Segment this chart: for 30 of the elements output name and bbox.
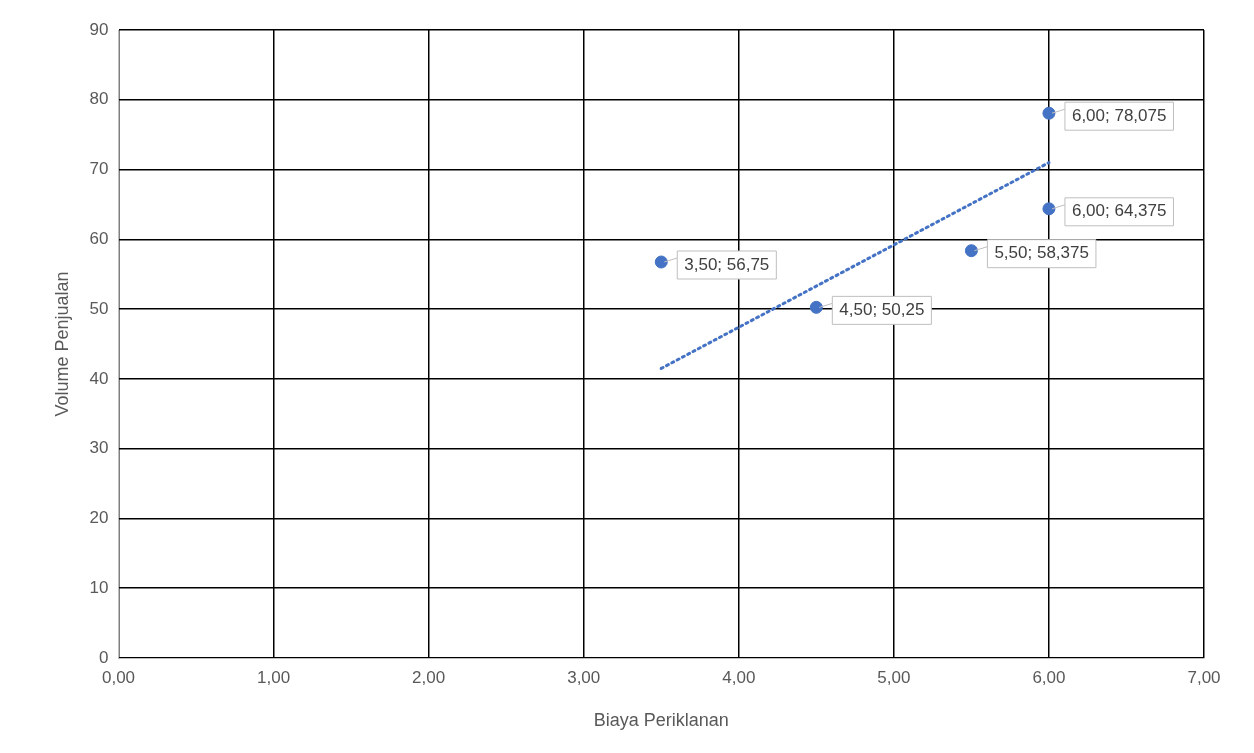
data-label: 6,00; 64,375 [1071, 201, 1167, 221]
point [809, 300, 823, 314]
x-tick-label: 3,00 [567, 667, 601, 687]
y-tick-label: 60 [89, 229, 109, 249]
y-tick-label: 30 [89, 438, 109, 458]
x-tick-label: 0,00 [101, 667, 136, 687]
y-tick-label: 80 [89, 89, 109, 109]
y-axis-title: Volume Penjualan [51, 271, 72, 417]
y-tick-label: 40 [89, 368, 109, 388]
y-tick-label: 70 [89, 159, 109, 179]
x-tick-label: 1,00 [257, 667, 291, 687]
x-tick-label: 2,00 [412, 667, 446, 687]
x-tick-label: 6,00 [1032, 667, 1066, 687]
data-label: 3,50; 56,75 [684, 254, 770, 274]
point [1042, 106, 1056, 120]
point [1042, 202, 1056, 216]
y-tick-label: 90 [89, 19, 109, 39]
point [654, 255, 668, 269]
data-label: 5,50; 58,375 [994, 243, 1089, 263]
y-tick-label: 0 [99, 647, 109, 667]
x-axis-title: Biaya Periklanan [593, 710, 729, 731]
data-label: 6,00; 78,075 [1071, 105, 1167, 125]
data-label: 4,50; 50,25 [839, 300, 925, 320]
x-tick-label: 4,00 [722, 667, 756, 687]
y-tick-label: 10 [89, 577, 109, 597]
x-tick-label: 5,00 [877, 667, 911, 687]
point [964, 244, 978, 258]
y-tick-label: 20 [89, 508, 109, 528]
y-tick-label: 50 [89, 298, 109, 318]
x-tick-label: 7,00 [1187, 667, 1221, 687]
